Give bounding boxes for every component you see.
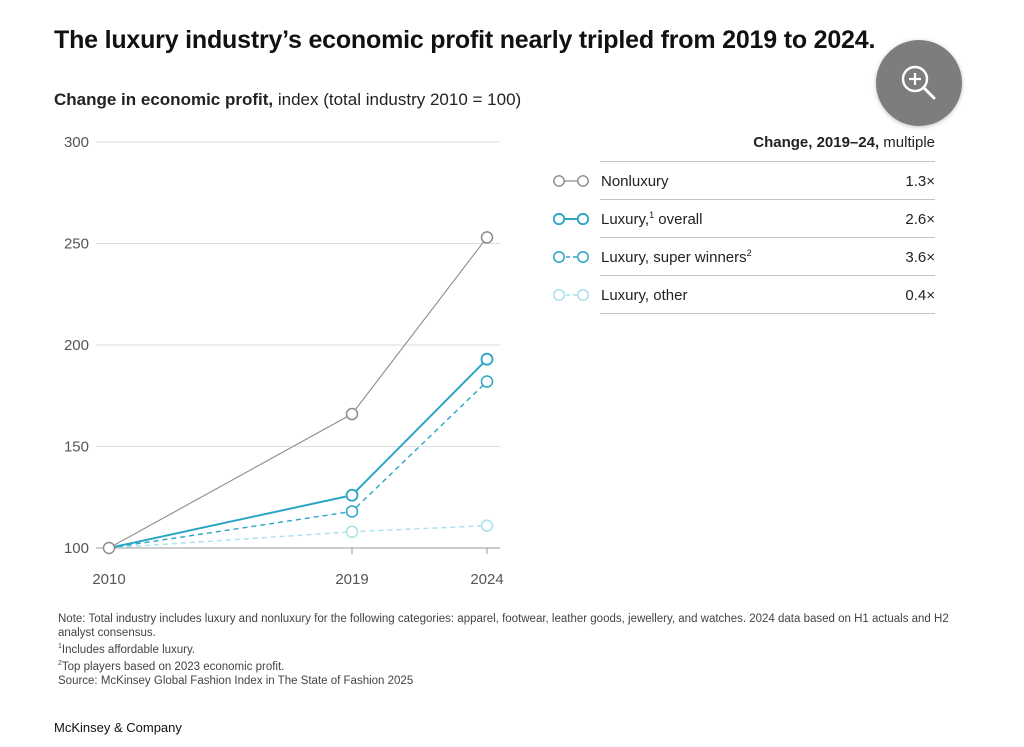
y-tick-label: 250 bbox=[64, 236, 89, 253]
footnote-1-text: Includes affordable luxury. bbox=[61, 643, 196, 656]
footnote-mark: 2 bbox=[746, 248, 752, 258]
legend-key-luxury-super-winners bbox=[553, 251, 589, 263]
chart-title: The luxury industry’s economic profit ne… bbox=[54, 26, 876, 54]
legend-key-luxury-overall bbox=[552, 212, 590, 226]
legend-key-nonluxury bbox=[553, 175, 589, 187]
y-tick-label: 100 bbox=[64, 540, 89, 557]
footnote-2: 2Top players based on 2023 economic prof… bbox=[58, 657, 978, 674]
x-axis-ticks: 2010 2019 2024 bbox=[92, 548, 504, 588]
data-point bbox=[480, 375, 494, 388]
zoom-button[interactable] bbox=[876, 40, 962, 126]
data-point bbox=[345, 505, 359, 518]
y-axis-ticks: 100 150 200 250 300 bbox=[64, 134, 89, 557]
series-line-nonluxury bbox=[108, 237, 488, 549]
legend-value-luxury-super-winners: 3.6× bbox=[905, 248, 935, 266]
x-tick-label: 2024 bbox=[470, 571, 503, 588]
legend-label-luxury-super-winners: Luxury, super winners2 bbox=[601, 248, 905, 266]
legend-name: Nonluxury bbox=[601, 172, 669, 190]
legend-value-nonluxury: 1.3× bbox=[905, 172, 935, 190]
legend-divider bbox=[600, 161, 935, 162]
legend-row-luxury-super-winners: Luxury, super winners2 3.6× bbox=[545, 238, 935, 276]
legend-value-luxury-other: 0.4× bbox=[905, 286, 935, 304]
legend-label-luxury-other: Luxury, other bbox=[601, 287, 905, 304]
legend-divider bbox=[600, 313, 935, 314]
line-chart: 100 150 200 250 300 2010 2019 2024 bbox=[64, 134, 504, 588]
legend-row-luxury-overall: Luxury,1 overall 2.6× bbox=[545, 200, 935, 238]
legend-header-regular: multiple bbox=[879, 134, 935, 151]
legend-divider bbox=[600, 237, 935, 238]
legend-name: Luxury, other bbox=[601, 286, 688, 304]
legend-label-nonluxury: Nonluxury bbox=[601, 173, 905, 190]
chart-subtitle: Change in economic profit, index (total … bbox=[54, 90, 521, 110]
legend-divider bbox=[600, 275, 935, 276]
series-markers bbox=[102, 231, 494, 555]
legend-row-luxury-other: Luxury, other 0.4× bbox=[545, 276, 935, 314]
x-tick-label: 2019 bbox=[335, 571, 368, 588]
y-tick-label: 150 bbox=[64, 439, 89, 456]
data-point-origin bbox=[102, 541, 116, 555]
footnote-mark: 1 bbox=[58, 643, 62, 650]
data-point bbox=[345, 525, 359, 539]
legend-divider bbox=[600, 199, 935, 200]
legend-label-luxury-overall: Luxury,1 overall bbox=[601, 210, 905, 228]
zoom-in-icon bbox=[901, 65, 936, 100]
legend-name: Luxury, super winners bbox=[601, 249, 747, 266]
series-line-luxury-other bbox=[108, 524, 488, 549]
legend-key-luxury-other bbox=[553, 289, 589, 301]
data-point bbox=[345, 488, 359, 502]
data-point bbox=[480, 519, 494, 532]
y-tick-label: 200 bbox=[64, 337, 89, 354]
footnote-mark: 1 bbox=[649, 210, 655, 220]
series-lines bbox=[108, 237, 488, 549]
y-tick-label: 300 bbox=[64, 134, 89, 151]
chart-notes: Note: Total industry includes luxury and… bbox=[58, 612, 978, 688]
legend-name-suffix: overall bbox=[654, 211, 703, 228]
footnote-2-text: Top players based on 2023 economic profi… bbox=[61, 660, 285, 673]
data-point bbox=[480, 352, 494, 366]
series-line-luxury-super-winners bbox=[108, 381, 488, 549]
legend-header: Change, 2019–24, multiple bbox=[753, 134, 935, 151]
subtitle-regular: index (total industry 2010 = 100) bbox=[273, 90, 522, 109]
legend-row-nonluxury: Nonluxury 1.3× bbox=[545, 162, 935, 200]
note-text: Note: Total industry includes luxury and… bbox=[58, 613, 949, 639]
data-point bbox=[345, 407, 359, 421]
x-tick-label: 2010 bbox=[92, 571, 125, 588]
legend-name: Luxury, bbox=[601, 211, 650, 228]
subtitle-bold: Change in economic profit, bbox=[54, 90, 274, 109]
brand-logo-text: McKinsey & Company bbox=[54, 720, 182, 735]
footnote-1: 1Includes affordable luxury. bbox=[58, 640, 978, 657]
footnote-mark: 2 bbox=[58, 659, 62, 667]
data-point bbox=[480, 231, 494, 244]
gridlines bbox=[96, 141, 500, 549]
legend-value-luxury-overall: 2.6× bbox=[905, 210, 935, 228]
legend-header-bold: Change, 2019–24, bbox=[753, 134, 880, 151]
source-text: Source: McKinsey Global Fashion Index in… bbox=[58, 674, 414, 687]
